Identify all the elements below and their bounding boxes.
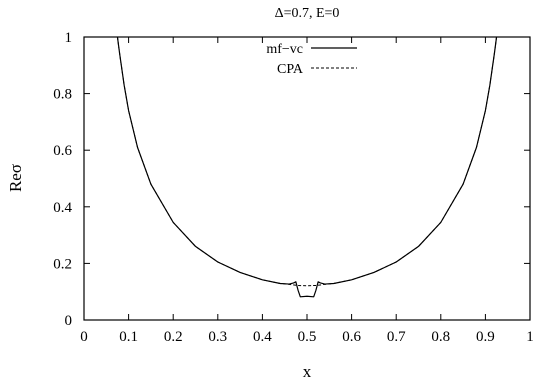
y-tick-label: 0.8	[53, 87, 72, 103]
x-tick-label: 0.9	[476, 329, 495, 345]
y-tick-label: 0.2	[53, 256, 72, 272]
x-tick-label: 0.5	[298, 329, 317, 345]
x-tick-label: 0.2	[164, 329, 183, 345]
y-tick-label: 0.4	[53, 200, 72, 216]
legend: mf−vc CPA	[266, 42, 357, 77]
series-line-cpa	[116, 36, 498, 287]
y-tick-label: 1	[65, 30, 73, 46]
x-tick-label: 0.4	[253, 329, 272, 345]
x-tick-label: 0.3	[208, 329, 227, 345]
legend-label-mf-vc: mf−vc	[266, 42, 303, 57]
y-tick-label: 0	[65, 313, 73, 329]
x-tick-label: 1	[526, 329, 534, 345]
ticks: 0 0.1 0.2 0.3 0.4 0.5 0.6 0.7 0.8 0.9 1 0 0.2 0.4 0.6 0…	[53, 30, 534, 345]
x-tick-label: 0	[80, 329, 88, 345]
legend-label-cpa: CPA	[277, 62, 304, 77]
chart-title: Δ=0.7, E=0	[275, 6, 340, 21]
x-tick-label: 0.7	[387, 329, 406, 345]
x-tick-label: 0.6	[342, 329, 361, 345]
x-tick-label: 0.1	[119, 329, 138, 345]
x-axis-title: x	[303, 362, 312, 381]
y-axis-title: Reσ	[6, 164, 25, 192]
series-layer	[116, 36, 498, 298]
x-tick-label: 0.8	[431, 329, 450, 345]
plot-frame	[83, 36, 531, 321]
y-tick-label: 0.6	[53, 143, 72, 159]
series-line-mf-vc	[116, 36, 498, 298]
